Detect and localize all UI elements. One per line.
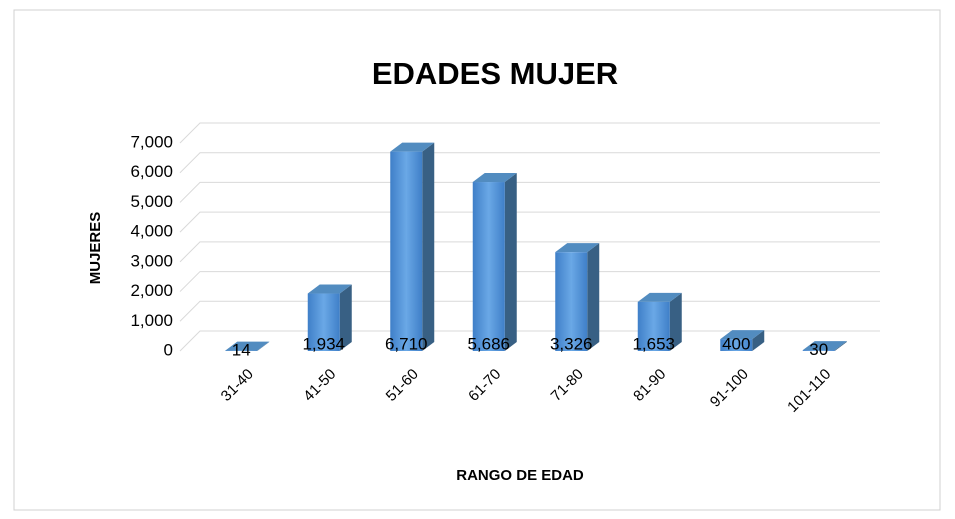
bar-side — [834, 341, 847, 351]
y-tick-label: 1,000 — [130, 311, 173, 330]
bar-top — [720, 330, 765, 340]
bar-top — [225, 341, 270, 351]
bar-front — [637, 301, 670, 351]
bar — [225, 341, 270, 351]
y-tick-label: 5,000 — [130, 192, 173, 211]
data-label: 30 — [809, 340, 828, 359]
bar-front — [555, 252, 588, 351]
chart-title: EDADES MUJER — [372, 56, 618, 91]
bar-front — [307, 293, 340, 351]
bar-side — [339, 284, 352, 351]
y-tick-label: 6,000 — [130, 162, 173, 181]
y-tick-label: 0 — [164, 340, 173, 359]
bar-side — [669, 292, 682, 351]
bar — [802, 341, 847, 351]
bar-front — [802, 350, 835, 351]
bar-side — [422, 142, 435, 351]
bar-side — [752, 330, 765, 351]
y-tick-label: 4,000 — [130, 222, 173, 241]
data-label: 1,653 — [632, 334, 675, 353]
bar-front — [720, 339, 753, 351]
data-label: 5,686 — [467, 334, 510, 353]
data-label: 1,934 — [302, 334, 345, 353]
bar-top — [390, 142, 435, 152]
data-label: 400 — [722, 335, 750, 354]
data-label: 3,326 — [550, 334, 593, 353]
grid-line — [179, 271, 880, 292]
y-tick-label: 2,000 — [130, 281, 173, 300]
data-label: 14 — [232, 340, 251, 359]
grid-line — [179, 211, 880, 233]
bar-top — [637, 292, 682, 302]
bar-top — [555, 243, 600, 253]
x-axis-title: RANGO DE EDAD — [456, 467, 584, 484]
grid-line — [179, 241, 880, 263]
bar — [555, 243, 600, 351]
bar — [307, 284, 352, 351]
bar — [637, 292, 682, 351]
bar — [720, 330, 765, 351]
y-tick-label: 3,000 — [130, 251, 173, 270]
bar-front — [390, 151, 423, 351]
bar-side — [587, 243, 600, 351]
data-label: 6,710 — [385, 334, 428, 353]
y-axis-title: MUJERES — [87, 212, 104, 285]
bar-top — [307, 284, 352, 294]
grid-line — [179, 152, 880, 174]
bar — [390, 142, 435, 351]
bar — [472, 173, 517, 351]
y-tick-label: 7,000 — [130, 132, 173, 151]
bar-front — [472, 182, 505, 351]
grid-line — [179, 122, 880, 144]
bar-side — [504, 173, 517, 351]
grid-line — [179, 181, 880, 203]
bar-top — [802, 341, 847, 351]
bar-top — [472, 173, 517, 183]
bar-side — [257, 341, 270, 351]
